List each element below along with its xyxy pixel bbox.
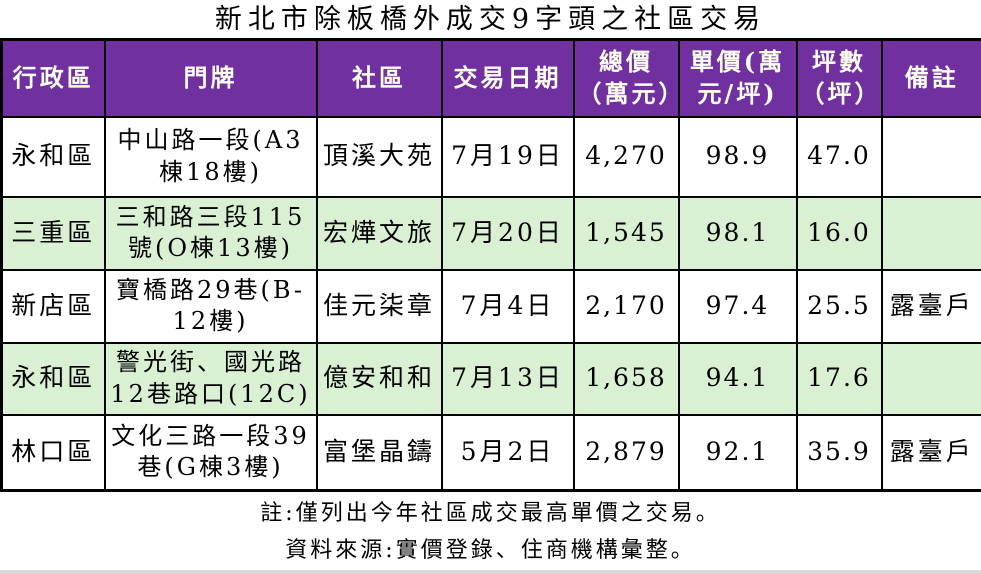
cell-address: 文化三路一段39巷(G棟3樓)	[103, 413, 318, 492]
cell-unit-price: 97.4	[677, 268, 798, 344]
cell-unit-price: 98.9	[677, 115, 798, 198]
col-header-date: 交易日期	[440, 38, 575, 118]
cell-community: 宏燁文旅	[315, 195, 443, 271]
cell-note: 露臺戶	[880, 413, 981, 492]
cell-note	[880, 195, 981, 271]
cell-size: 25.5	[795, 268, 883, 344]
cell-total-price: 1,545	[572, 195, 680, 271]
cell-community: 頂溪大苑	[315, 115, 443, 198]
cell-total-price: 4,270	[572, 115, 680, 198]
col-header-district: 行政區	[0, 38, 106, 118]
cell-date: 7月20日	[440, 195, 575, 271]
col-header-size: 坪數 （坪）	[795, 38, 883, 118]
bottom-edge-divider	[0, 570, 981, 574]
footnote-data-source: 資料來源:實價登錄、住商機構彙整。	[285, 538, 696, 564]
col-header-community: 社區	[315, 38, 443, 118]
table-row: 永和區 中山路一段(A3棟18樓) 頂溪大苑 7月19日 4,270 98.9 …	[0, 115, 981, 198]
cell-date: 7月13日	[440, 341, 575, 416]
cell-size: 35.9	[795, 413, 883, 492]
cell-address: 寶橋路29巷(B-12樓)	[103, 268, 318, 344]
cell-unit-price: 98.1	[677, 195, 798, 271]
transactions-table: 行政區 門牌 社區 交易日期 總價 （萬元） 單價(萬 元/坪) 坪數 （坪） …	[0, 38, 981, 492]
col-header-unit-price: 單價(萬 元/坪)	[677, 38, 798, 118]
col-header-note: 備註	[880, 38, 981, 118]
cell-unit-price: 92.1	[677, 413, 798, 492]
cell-date: 7月19日	[440, 115, 575, 198]
cell-district: 林口區	[0, 413, 106, 492]
col-header-total-price: 總價 （萬元）	[572, 38, 680, 118]
col-header-address: 門牌	[103, 38, 318, 118]
cell-note	[880, 115, 981, 198]
cell-size: 17.6	[795, 341, 883, 416]
cell-district: 永和區	[0, 341, 106, 416]
cell-community: 億安和和	[315, 341, 443, 416]
cell-total-price: 2,879	[572, 413, 680, 492]
cell-total-price: 2,170	[572, 268, 680, 344]
cell-total-price: 1,658	[572, 341, 680, 416]
cell-date: 5月2日	[440, 413, 575, 492]
cell-unit-price: 94.1	[677, 341, 798, 416]
cell-address: 中山路一段(A3棟18樓)	[103, 115, 318, 198]
cell-date: 7月4日	[440, 268, 575, 344]
cell-note: 露臺戶	[880, 268, 981, 344]
cell-note	[880, 341, 981, 416]
table-row: 林口區 文化三路一段39巷(G棟3樓) 富堡晶鑄 5月2日 2,879 92.1…	[0, 413, 981, 492]
header-row: 行政區 門牌 社區 交易日期 總價 （萬元） 單價(萬 元/坪) 坪數 （坪） …	[0, 38, 981, 118]
table-row: 新店區 寶橋路29巷(B-12樓) 佳元柒章 7月4日 2,170 97.4 2…	[0, 268, 981, 344]
cell-community: 富堡晶鑄	[315, 413, 443, 492]
cell-address: 三和路三段115號(O棟13樓)	[103, 195, 318, 271]
cell-community: 佳元柒章	[315, 268, 443, 344]
page-title: 新北市除板橋外成交9字頭之社區交易	[214, 4, 767, 35]
footer-notes: 註:僅列出今年社區成交最高單價之交易。 資料來源:實價登錄、住商機構彙整。	[0, 489, 981, 570]
cell-address: 警光街、國光路12巷路口(12C)	[103, 341, 318, 416]
table-row: 三重區 三和路三段115號(O棟13樓) 宏燁文旅 7月20日 1,545 98…	[0, 195, 981, 271]
cell-size: 16.0	[795, 195, 883, 271]
footnote-disclaimer: 註:僅列出今年社區成交最高單價之交易。	[260, 500, 721, 526]
cell-size: 47.0	[795, 115, 883, 198]
table-row: 永和區 警光街、國光路12巷路口(12C) 億安和和 7月13日 1,658 9…	[0, 341, 981, 416]
cell-district: 永和區	[0, 115, 106, 198]
cell-district: 三重區	[0, 195, 106, 271]
cell-district: 新店區	[0, 268, 106, 344]
